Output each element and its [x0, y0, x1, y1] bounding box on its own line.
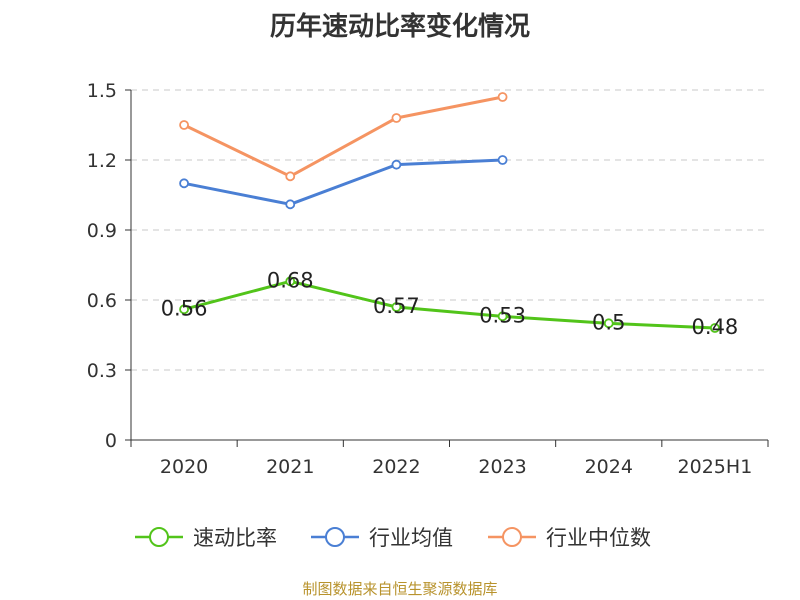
data-point	[497, 155, 508, 165]
source-note: 制图数据来自恒生聚源数据库	[302, 580, 498, 598]
series-line	[183, 279, 715, 330]
y-tick-label: 0.6	[87, 290, 117, 312]
data-point	[285, 171, 296, 182]
x-tick-label: 2023	[478, 456, 526, 478]
y-tick-label: 0	[105, 430, 117, 452]
y-tick-label: 0.3	[87, 360, 117, 382]
data-label: 0.5	[592, 310, 625, 334]
x-tick-label: 2025H1	[678, 456, 753, 478]
data-point	[497, 311, 508, 322]
legend-marker	[149, 527, 169, 547]
data-point	[285, 199, 296, 210]
data-point	[285, 276, 296, 287]
y-tick-label: 0.9	[87, 220, 117, 242]
y-tick-label: 1.2	[87, 150, 117, 172]
y-tick-label: 1.5	[87, 80, 117, 102]
data-point	[391, 302, 402, 312]
data-label: 0.48	[692, 315, 739, 339]
data-point	[179, 178, 189, 189]
legend-label: 行业中位数	[546, 526, 651, 550]
data-point	[497, 92, 508, 102]
legend-item-1: 行业均值	[311, 526, 453, 550]
data-point	[179, 304, 189, 315]
legend-marker	[325, 527, 345, 547]
series-line	[183, 95, 503, 178]
series-line	[183, 158, 503, 206]
legend-item-2: 行业中位数	[488, 526, 651, 550]
series-2	[179, 92, 508, 182]
chart-title: 历年速动比率变化情况	[269, 12, 530, 42]
data-label: 0.53	[479, 303, 526, 327]
data-point	[603, 318, 614, 329]
legend-item-0: 速动比率	[135, 526, 277, 550]
x-tick-label: 2021	[266, 456, 314, 478]
x-tick-label: 2022	[372, 456, 420, 478]
data-point	[391, 113, 402, 123]
x-tick-label: 2020	[160, 456, 208, 478]
series-1	[179, 155, 508, 210]
legend-marker	[502, 527, 522, 547]
data-label: 0.56	[161, 296, 208, 320]
data-label: 0.57	[373, 294, 420, 318]
data-point	[179, 120, 189, 130]
data-point	[710, 323, 720, 333]
legend-label: 行业均值	[369, 526, 453, 550]
data-point	[391, 159, 402, 170]
data-label: 0.68	[267, 268, 314, 292]
series-0: 0.56 0.68 0.57 0.53 0.5 0.48	[161, 268, 739, 339]
legend-label: 速动比率	[193, 526, 277, 550]
x-tick-label: 2024	[585, 456, 633, 478]
